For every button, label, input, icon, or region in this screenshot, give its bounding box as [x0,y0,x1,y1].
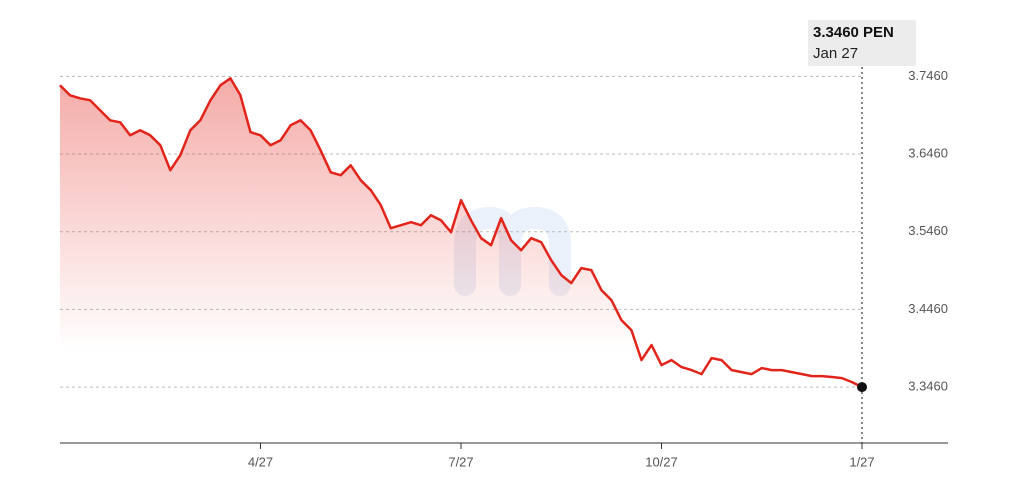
tooltip-box [808,20,916,66]
x-tick-label: 1/27 [849,454,874,469]
y-tick-label: 3.3460 [908,379,948,394]
end-marker [857,382,867,393]
tooltip-value: 3.3460 PEN [813,24,894,41]
y-tick-label: 3.7460 [908,68,948,83]
line [59,77,863,389]
y-tick-label: 3.5460 [908,223,948,238]
x-tick-label: 7/27 [448,454,473,469]
area-fill [60,78,862,444]
y-tick-label: 3.6460 [908,145,948,160]
x-tick-label: 10/27 [645,454,678,469]
x-tick-label: 4/27 [248,454,273,469]
y-tick-label: 3.4460 [908,301,948,316]
tooltip-date: Jan 27 [813,45,858,62]
